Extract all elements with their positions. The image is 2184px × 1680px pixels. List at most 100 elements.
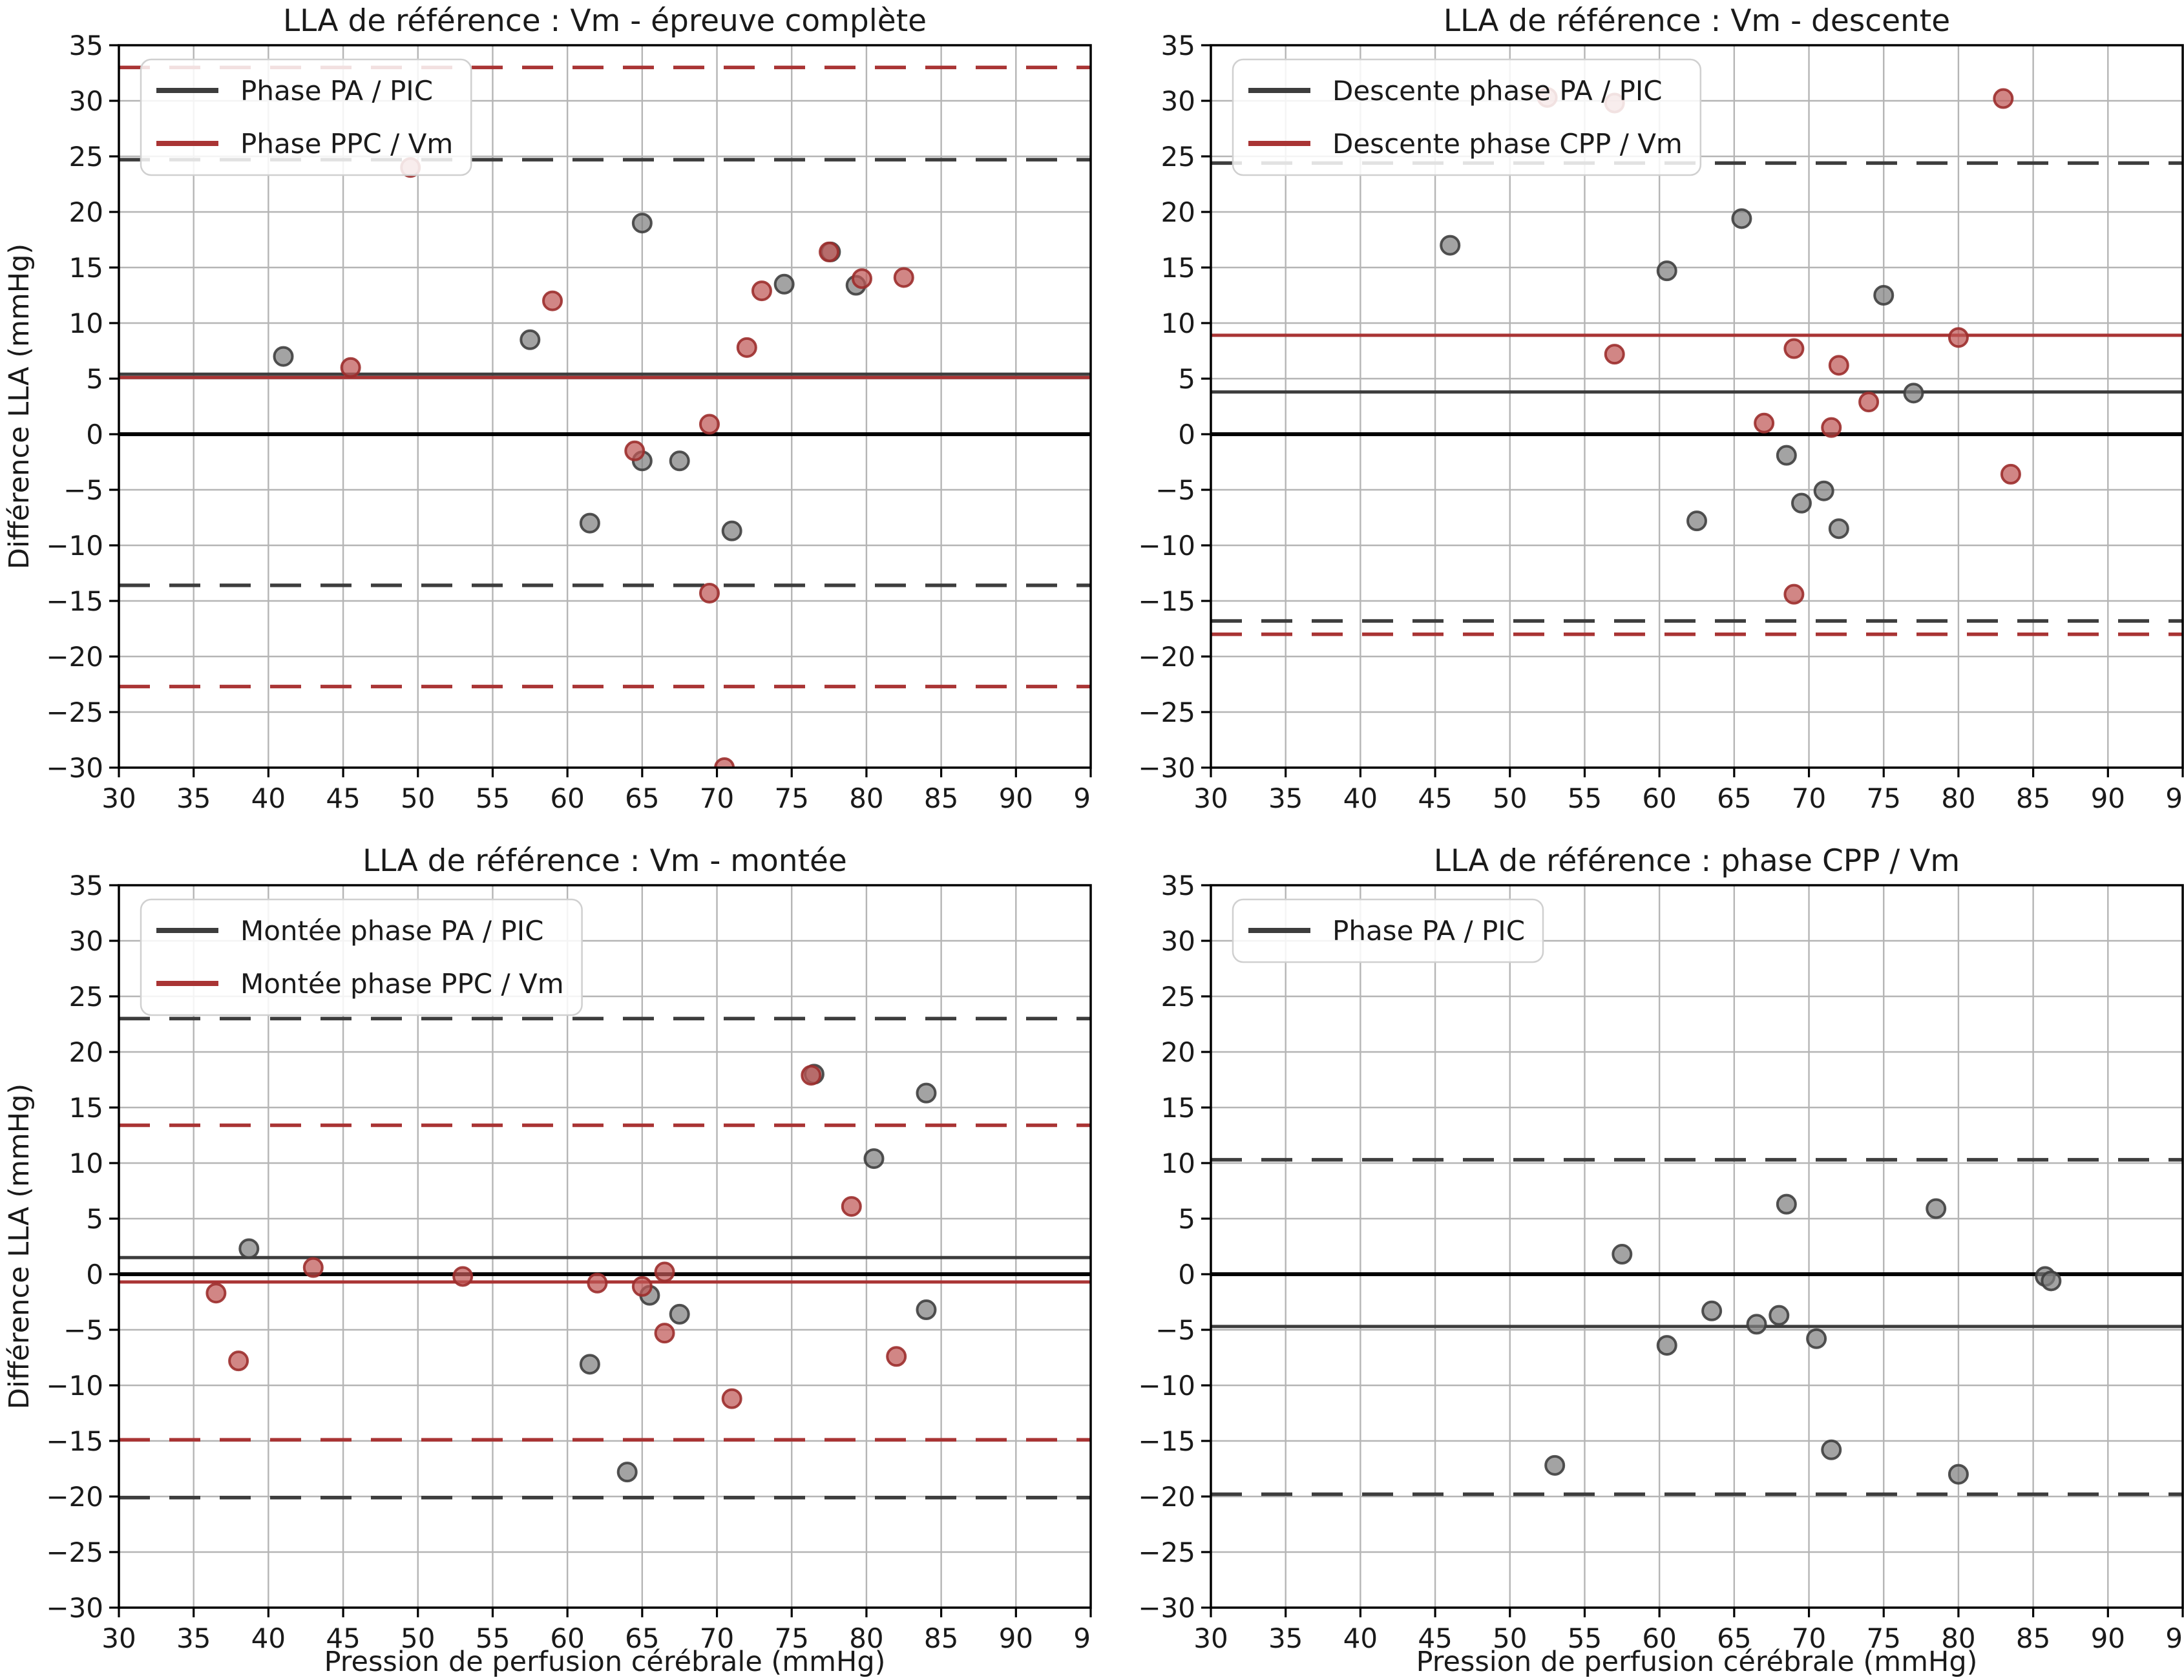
legend-content: Montée phase PA / PIC Montée phase PPC / … [156,915,564,1000]
y-tick-label: −20 [46,641,103,673]
legend-label: Montée phase PPC / Vm [240,968,564,1000]
scatter-point [736,337,757,358]
x-tick-label: 30 [101,782,136,814]
scatter-point [886,1346,907,1367]
y-tick-label: −25 [46,697,103,728]
legend-content: Phase PA / PIC [1248,915,1525,947]
scatter-point [624,440,646,461]
scatter-point [273,346,294,367]
y-tick-label: −20 [1138,1481,1195,1513]
y-tick-label: 0 [86,1259,103,1290]
scatter-point [1926,1198,1947,1219]
x-tick-label: 35 [176,1622,211,1654]
y-tick-label: −30 [46,752,103,784]
scatter-point [669,450,690,472]
y-tick-label: 20 [1161,196,1195,228]
scatter-point [2041,1270,2062,1292]
scatter-point [631,1276,653,1297]
x-tick-label: 85 [924,1622,958,1654]
x-tick-label: 75 [775,782,809,814]
chart-title: LLA de référence : phase CPP / Vm [1434,843,1960,879]
x-tick-label: 75 [1867,1622,1901,1654]
x-tick-label: 75 [1867,782,1901,814]
scatter-point [1828,355,1849,376]
scatter-point [1948,1464,1969,1485]
scatter-point [1806,1328,1827,1349]
y-tick-label: −10 [1138,530,1195,562]
chart-montee: 3035404550556065707580859095−30−25−20−15… [3,843,1092,1678]
legend-box [1232,898,1544,963]
axes-spines [118,884,1092,1609]
x-tick-label: 55 [476,782,510,814]
scatter-point [916,1082,937,1104]
x-axis-label: Pression de perfusion cérébrale (mmHg) [1416,1646,1978,1678]
y-tick-label: −25 [46,1537,103,1568]
legend-label: Phase PA / PIC [1332,915,1525,947]
y-tick-label: 30 [69,85,103,117]
x-tick-label: 50 [1493,1622,1527,1654]
y-tick-label: 35 [69,30,103,61]
x-tick-label: 45 [1418,782,1452,814]
y-tick-label: 30 [1161,85,1195,117]
y-tick-label: 25 [69,141,103,173]
axes-spines [1210,44,2184,769]
x-tick-label: 70 [700,1622,734,1654]
scatter-point [893,267,914,288]
axes-spines [1210,884,2184,1609]
legend: Phase PA / PIC Phase PPC / Vm [140,58,472,176]
scatter-point [542,290,563,311]
gridlines [1210,884,2184,1609]
subplot-descente: 3035404550556065707580859095−30−25−20−15… [1092,0,2184,840]
scatter-point [1783,338,1805,359]
y-tick-label: 15 [69,1092,103,1124]
x-tick-label: 75 [775,1622,809,1654]
scatter-point [2000,463,2021,485]
legend-label: Descente phase PA / PIC [1332,75,1663,107]
scatter-point [1783,583,1805,605]
x-tick-label: 50 [401,1622,435,1654]
scatter-point [340,357,361,378]
scatter-point [616,1462,638,1483]
axes-spines [118,44,1092,769]
scatter-point [1776,445,1797,466]
scatter-point [587,1272,608,1294]
x-tick-label: 95 [2165,782,2184,814]
y-tick-label: −5 [1155,1314,1195,1346]
scatter-series-1 [340,157,914,768]
y-tick-label: −5 [63,474,103,506]
scatter-point [302,1257,324,1278]
x-tick-label: 40 [1343,782,1378,814]
x-tick-label: 45 [1418,1622,1452,1654]
scatter-point [1656,1335,1677,1356]
y-tick-label: 10 [69,308,103,339]
y-tick-label: −15 [1138,1425,1195,1457]
scatter-point [669,1303,690,1325]
legend-box [1232,58,1702,176]
x-tick-label: 55 [1568,782,1602,814]
x-tick-label: 80 [1941,782,1975,814]
scatter-point [579,512,600,534]
y-tick-label: 10 [1161,1148,1195,1179]
y-tick-label: −20 [46,1481,103,1513]
y-tick-label: 30 [1161,925,1195,957]
x-tick-label: 60 [1642,782,1676,814]
scatter-point [698,414,720,435]
x-tick-label: 85 [2016,782,2050,814]
x-tick-label: 90 [2091,1622,2125,1654]
scatter-point [1754,412,1775,434]
y-tick-label: −15 [46,1425,103,1457]
y-tick-label: 5 [1178,363,1195,395]
scatter-point [1993,88,2014,109]
y-tick-label: 5 [1178,1203,1195,1235]
scatter-point [1440,235,1461,256]
x-tick-label: 45 [326,782,360,814]
scatter-point [863,1148,885,1170]
scatter-point [228,1350,249,1372]
legend-content: Descente phase PA / PIC Descente phase CP… [1248,75,1683,160]
x-tick-label: 95 [1073,782,1092,814]
legend-label: Descente phase CPP / Vm [1332,128,1683,160]
subplot-phase-cpp-vm: 3035404550556065707580859095−30−25−20−15… [1092,840,2184,1680]
scatter-point [1769,1305,1790,1326]
x-tick-label: 30 [101,1622,136,1654]
legend-box [140,58,472,176]
